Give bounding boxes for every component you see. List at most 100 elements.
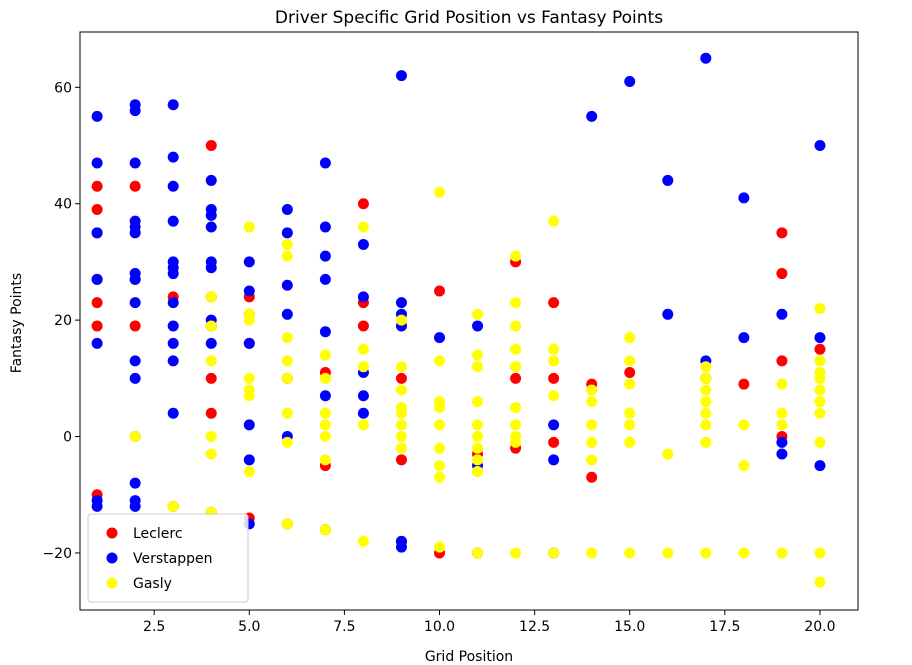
data-point xyxy=(357,198,369,210)
data-point xyxy=(91,157,103,169)
data-point xyxy=(357,361,369,373)
data-point xyxy=(548,215,560,227)
y-tick-label: 20 xyxy=(54,313,72,329)
data-point xyxy=(472,465,484,477)
data-point xyxy=(205,355,217,367)
data-point xyxy=(586,419,598,431)
data-point xyxy=(662,174,674,186)
data-point xyxy=(281,308,293,320)
data-point xyxy=(434,471,446,483)
data-point xyxy=(167,151,179,163)
data-point xyxy=(662,448,674,460)
y-axis: −20 0 20 40 60 xyxy=(42,80,80,562)
data-point xyxy=(624,419,636,431)
data-point xyxy=(738,192,750,204)
data-point xyxy=(281,227,293,239)
data-point xyxy=(357,238,369,250)
data-point xyxy=(91,204,103,216)
data-point xyxy=(167,180,179,192)
data-point xyxy=(586,396,598,408)
data-point xyxy=(205,291,217,303)
data-point xyxy=(129,500,141,512)
data-point xyxy=(700,419,712,431)
data-point xyxy=(281,238,293,250)
points-layer xyxy=(91,52,826,588)
data-point xyxy=(814,396,826,408)
data-point xyxy=(700,372,712,384)
data-point xyxy=(129,355,141,367)
data-point xyxy=(319,454,331,466)
data-point xyxy=(129,297,141,309)
data-point xyxy=(167,320,179,332)
data-point xyxy=(167,337,179,349)
data-point xyxy=(243,454,255,466)
data-point xyxy=(319,273,331,285)
data-point xyxy=(434,541,446,553)
data-point xyxy=(472,349,484,361)
data-point xyxy=(586,454,598,466)
data-point xyxy=(548,355,560,367)
data-point xyxy=(510,297,522,309)
data-point xyxy=(624,547,636,559)
data-point xyxy=(357,535,369,547)
data-point xyxy=(510,320,522,332)
data-point xyxy=(776,407,788,419)
data-point xyxy=(510,361,522,373)
data-point xyxy=(319,407,331,419)
data-point xyxy=(395,431,407,443)
y-tick-label: 40 xyxy=(54,197,72,213)
data-point xyxy=(814,460,826,472)
data-point xyxy=(129,273,141,285)
data-point xyxy=(395,407,407,419)
series-verstappen xyxy=(91,52,826,559)
data-point xyxy=(243,465,255,477)
data-point xyxy=(395,442,407,454)
data-point xyxy=(510,547,522,559)
data-point xyxy=(738,419,750,431)
data-point xyxy=(776,419,788,431)
data-point xyxy=(395,70,407,82)
data-point xyxy=(624,436,636,448)
data-point xyxy=(472,431,484,443)
data-point xyxy=(624,367,636,379)
data-point xyxy=(319,431,331,443)
data-point xyxy=(434,186,446,198)
y-axis-label: Fantasy Points xyxy=(9,273,25,373)
data-point xyxy=(205,221,217,233)
legend-marker xyxy=(106,527,118,539)
data-point xyxy=(434,460,446,472)
data-point xyxy=(814,140,826,152)
data-point xyxy=(586,471,598,483)
data-point xyxy=(700,361,712,373)
data-point xyxy=(548,372,560,384)
data-point xyxy=(319,326,331,338)
data-point xyxy=(472,547,484,559)
data-point xyxy=(624,75,636,87)
data-point xyxy=(205,372,217,384)
data-point xyxy=(281,436,293,448)
data-point xyxy=(510,401,522,413)
x-tick-label: 15.0 xyxy=(614,619,645,635)
data-point xyxy=(357,407,369,419)
x-tick-label: 20.0 xyxy=(804,619,835,635)
legend-label: Verstappen xyxy=(133,551,212,567)
data-point xyxy=(243,390,255,402)
data-point xyxy=(738,547,750,559)
data-point xyxy=(205,337,217,349)
data-point xyxy=(167,215,179,227)
data-point xyxy=(510,419,522,431)
data-point xyxy=(243,337,255,349)
data-point xyxy=(548,547,560,559)
data-point xyxy=(281,407,293,419)
data-point xyxy=(548,390,560,402)
data-point xyxy=(243,419,255,431)
data-point xyxy=(586,547,598,559)
data-point xyxy=(319,349,331,361)
data-point xyxy=(700,396,712,408)
data-point xyxy=(624,355,636,367)
data-point xyxy=(700,52,712,64)
data-point xyxy=(281,332,293,344)
data-point xyxy=(738,332,750,344)
data-point xyxy=(205,431,217,443)
y-tick-label: −20 xyxy=(42,546,72,562)
